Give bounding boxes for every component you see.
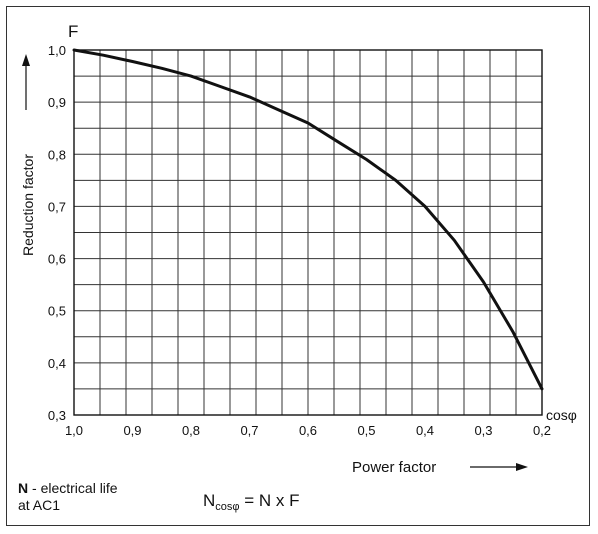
x-axis-symbol: cosφ <box>546 407 577 423</box>
y-tick-label: 0,6 <box>48 252 66 267</box>
y-tick-label: 0,4 <box>48 356 66 371</box>
grid <box>74 50 542 415</box>
x-axis-arrow-head <box>516 463 528 471</box>
y-tick-label: 1,0 <box>48 43 66 58</box>
x-tick-label: 0,6 <box>299 423 317 438</box>
formula-base: N <box>203 491 216 510</box>
formula-subscript: cosφ <box>215 501 240 513</box>
plot-border <box>73 49 543 416</box>
n-description-line1: - electrical life <box>28 480 118 496</box>
reduction-factor-curve <box>72 48 544 391</box>
x-tick-label: 0,3 <box>474 423 492 438</box>
y-tick-label: 0,8 <box>48 147 66 162</box>
y-axis-arrow-head <box>22 54 30 66</box>
chart-frame <box>6 6 590 526</box>
n-description-line2: at AC1 <box>18 497 61 513</box>
x-tick-label: 0,8 <box>182 423 200 438</box>
electrical-life-note: N - electrical life at AC1 <box>18 480 188 514</box>
y-tick-labels: 1,0 0,9 0,8 0,7 0,6 0,5 0,4 0,3 <box>48 43 66 423</box>
x-tick-label: 1,0 <box>65 423 83 438</box>
x-axis-title: Power factor <box>352 459 436 476</box>
x-tick-labels: 1,0 0,9 0,8 0,7 0,6 0,5 0,4 0,3 0,2 <box>65 423 551 438</box>
y-axis-symbol: F <box>68 22 78 41</box>
x-tick-label: 0,9 <box>123 423 141 438</box>
axis-titles: F Reduction factor cosφ Power factor <box>20 22 577 476</box>
formula: Ncosφ = N x F <box>203 492 300 516</box>
y-tick-label: 0,9 <box>48 95 66 110</box>
x-tick-label: 0,7 <box>240 423 258 438</box>
n-symbol: N <box>18 480 29 496</box>
x-tick-label: 0,5 <box>357 423 375 438</box>
y-tick-label: 0,5 <box>48 304 66 319</box>
x-tick-label: 0,2 <box>533 423 551 438</box>
y-axis-title: Reduction factor <box>20 154 36 256</box>
x-tick-label: 0,4 <box>416 423 434 438</box>
plot-area-border <box>73 49 543 416</box>
curve-layer <box>72 48 544 391</box>
y-tick-label: 0,7 <box>48 199 66 214</box>
y-tick-label: 0,3 <box>48 408 66 423</box>
formula-rest: = N x F <box>239 491 300 510</box>
